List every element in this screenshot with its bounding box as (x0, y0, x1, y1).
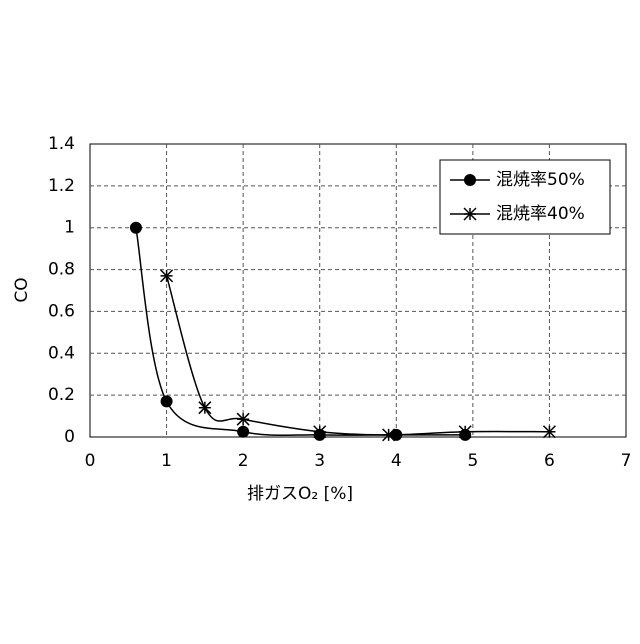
y-tick-label: 0.6 (48, 301, 75, 321)
marker (543, 426, 555, 438)
series-line (167, 276, 550, 435)
marker (199, 402, 211, 414)
marker (161, 395, 173, 407)
y-tick-label: 1 (64, 218, 75, 238)
x-tick-label: 7 (621, 451, 632, 471)
y-tick-label: 1.4 (48, 134, 75, 154)
y-axis-label: CO (12, 277, 32, 302)
marker (464, 208, 476, 220)
marker (464, 174, 476, 186)
x-tick-label: 3 (314, 451, 325, 471)
series-line (136, 228, 465, 436)
marker-dot (130, 222, 142, 234)
y-tick-label: 0.2 (48, 385, 75, 405)
marker (237, 426, 249, 438)
x-tick-label: 5 (467, 451, 478, 471)
marker-dot (464, 174, 476, 186)
y-tick-label: 0.8 (48, 260, 75, 280)
marker (161, 270, 173, 282)
marker (383, 429, 395, 441)
y-tick-label: 1.2 (48, 176, 75, 196)
marker (459, 426, 471, 438)
legend-label: 混焼率50% (496, 170, 585, 190)
legend-label: 混焼率40% (496, 204, 585, 224)
x-tick-label: 0 (85, 451, 96, 471)
y-tick-label: 0.4 (48, 343, 75, 363)
marker-dot (161, 395, 173, 407)
x-tick-label: 6 (544, 451, 555, 471)
chart: 排ガスO₂ [%] CO 0 0.2 0.4 0.6 0.8 1 1.2 1.4 0 1 2 3 4 5 6… (0, 0, 640, 640)
x-axis-label: 排ガスO₂ [%] (247, 484, 353, 504)
x-tick-label: 4 (391, 451, 402, 471)
marker (237, 413, 249, 425)
x-tick-label: 2 (238, 451, 249, 471)
marker-dot (237, 426, 249, 438)
y-tick-label: 0 (64, 427, 75, 447)
marker (130, 222, 142, 234)
marker (314, 426, 326, 438)
x-tick-label: 1 (161, 451, 172, 471)
